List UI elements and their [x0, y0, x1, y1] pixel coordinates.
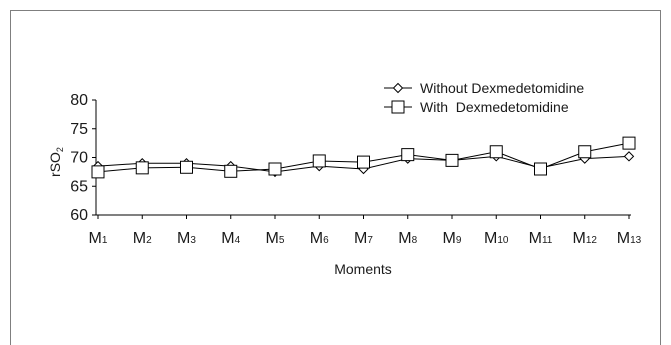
legend-marker-diamond: [392, 82, 404, 94]
data-point-square: [180, 160, 193, 174]
x-tick-label: M13: [617, 230, 642, 247]
x-axis-title: Moments: [334, 261, 392, 277]
y-tick-label: 60: [70, 207, 88, 224]
data-point-square: [312, 154, 326, 168]
data-point-square: [135, 161, 149, 175]
legend-item: Without Dexmedetomidine: [384, 80, 584, 96]
data-point-square: [622, 136, 636, 150]
x-tick-label: M5: [266, 230, 285, 247]
data-point-square: [401, 148, 415, 162]
x-tick-label: M9: [443, 230, 462, 247]
series-layer: [91, 136, 636, 179]
y-axis-title: rSO2: [47, 147, 65, 177]
legend-item: With Dexmedetomidine: [384, 99, 569, 115]
series-with-dexmedetomidine: [91, 136, 636, 179]
data-point-diamond: [623, 151, 635, 162]
data-point-square: [445, 153, 459, 167]
data-point-square: [489, 145, 503, 159]
data-point-square: [578, 145, 592, 159]
chart-frame: [10, 10, 661, 345]
y-tick-label: 75: [70, 121, 88, 138]
y-axis-title-base: rSO: [47, 152, 63, 177]
y-tick-label: 65: [70, 178, 88, 195]
axes: 60 65 70 75 80 M1 M2 M3 M4 M5 M6 M7 M8 M9 M10 M11 M12 M13: [70, 92, 641, 247]
x-tick-label: M1: [89, 230, 108, 247]
x-tick-label: M4: [221, 230, 240, 247]
x-tick-label: M3: [177, 230, 196, 247]
legend-label: With Dexmedetomidine: [420, 99, 569, 115]
y-tick-label: 80: [70, 92, 88, 109]
x-tick-label: M7: [354, 230, 373, 247]
data-point-square: [224, 164, 238, 178]
x-tick-label: M10: [484, 230, 509, 247]
data-point-square: [534, 162, 547, 176]
x-tick-label: M12: [573, 230, 598, 247]
y-axis-title-sub: 2: [55, 147, 65, 152]
data-point-square: [268, 162, 282, 176]
data-point-square: [91, 165, 105, 179]
y-tick-label: 70: [70, 150, 88, 167]
legend: Without Dexmedetomidine With Dexmedetomid…: [384, 80, 584, 115]
x-tick-label: M2: [133, 230, 152, 247]
x-tick-label: M6: [310, 230, 329, 247]
x-tick-label: M8: [398, 230, 417, 247]
legend-marker-square: [391, 100, 405, 114]
x-tick-label: M11: [529, 230, 553, 247]
legend-label: Without Dexmedetomidine: [420, 80, 584, 96]
data-point-square: [357, 155, 370, 169]
